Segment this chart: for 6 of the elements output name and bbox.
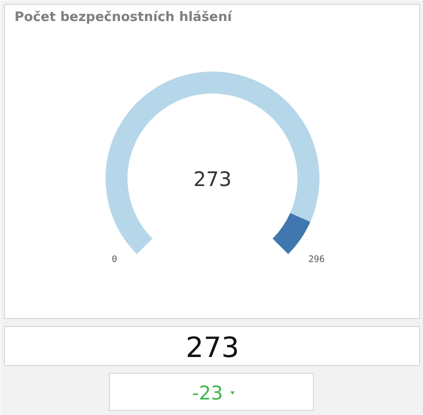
text: 296 [308, 255, 325, 265]
text: 0 [112, 255, 118, 265]
text: 273 [193, 167, 232, 191]
text: -23 [192, 382, 224, 404]
chart-title: Počet bezpečnostních hlášení [14, 10, 234, 25]
text: 273 [186, 331, 240, 364]
